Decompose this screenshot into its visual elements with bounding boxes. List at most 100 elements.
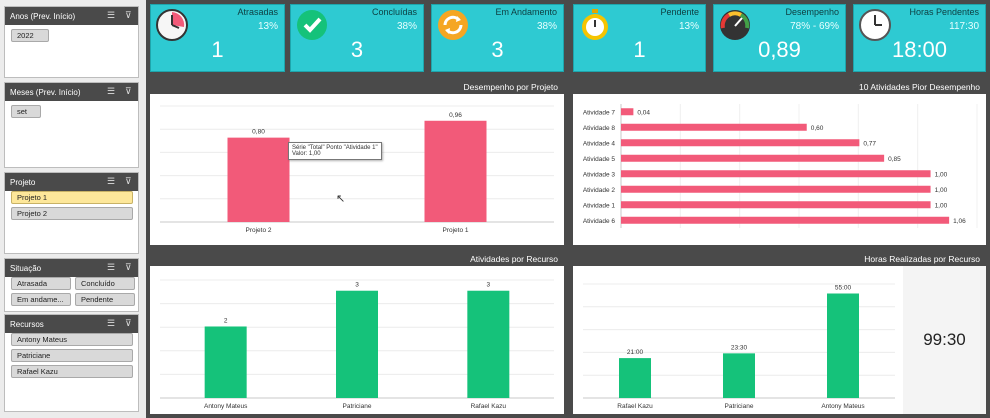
kpi-value: 1 xyxy=(633,37,646,62)
kpi-label: Horas Pendentes xyxy=(909,7,979,17)
slicer-recursos: Recursos ☰ ⊽ Antony Mateus Patriciane Rafa… xyxy=(4,314,139,412)
bar xyxy=(467,290,510,398)
slicer-title: Situação xyxy=(10,263,42,273)
gauge-icon xyxy=(720,10,750,40)
slicer-item[interactable]: Em andame... xyxy=(11,293,71,306)
panel-title: Desempenho por Projeto xyxy=(150,80,564,94)
multiselect-icon[interactable]: ☰ xyxy=(107,10,116,20)
slicer-item[interactable]: Projeto 2 xyxy=(11,207,133,220)
kpi-card-em-andamento: Em Andamento 38% 3 xyxy=(431,4,564,72)
panel-desempenho-projeto: Desempenho por Projeto 0,80 Projeto 2 0,96… xyxy=(150,80,564,245)
category-label: Atividade 1 xyxy=(583,202,616,209)
chart-tooltip: Série "Total" Ponto "Atividade 1" Valor: … xyxy=(288,142,382,160)
check-circle-icon xyxy=(297,10,327,40)
data-label: 0,77 xyxy=(863,140,876,147)
multiselect-icon[interactable]: ☰ xyxy=(107,86,116,96)
clock-icon xyxy=(859,9,891,41)
slicer-anos: Anos (Prev. Início) ☰ ⊽ 2022 xyxy=(4,6,139,78)
bar xyxy=(723,353,755,398)
clear-filter-icon[interactable]: ⊽ xyxy=(125,10,132,20)
slicer-item[interactable]: Rafael Kazu xyxy=(11,365,133,378)
bar xyxy=(619,358,651,398)
kpi-value: 3 xyxy=(350,37,364,62)
category-label: Atividade 5 xyxy=(583,156,616,163)
clear-filter-icon[interactable]: ⊽ xyxy=(125,318,132,328)
kpi-label: Desempenho xyxy=(785,7,839,17)
tooltip-series: Série "Total" Ponto "Atividade 1" xyxy=(292,145,378,151)
category-label: Patriciane xyxy=(725,403,754,410)
tooltip-value: Valor: 1,00 xyxy=(292,151,321,157)
panel-title: Horas Realizadas por Recurso xyxy=(573,252,986,266)
bar xyxy=(827,293,859,398)
multiselect-icon[interactable]: ☰ xyxy=(107,318,116,328)
category-label: Atividade 3 xyxy=(583,171,616,178)
kpi-card-atrasadas: Atrasadas 13% 1 xyxy=(150,4,285,72)
dashboard-main: Atrasadas 13% 1 Concluídas 38% 3 Em Anda… xyxy=(146,0,990,418)
slicer-item[interactable]: Atrasada xyxy=(11,277,71,290)
multiselect-icon[interactable]: ☰ xyxy=(107,176,116,186)
chart-atividades-recurso: 2 Antony Mateus 3 Patriciane 3 Rafael Kazu xyxy=(160,279,554,410)
kpi-card-pendente: Pendente 13% 1 xyxy=(573,4,706,72)
slicer-title: Anos (Prev. Início) xyxy=(10,11,76,21)
data-label: 55:00 xyxy=(835,285,852,292)
category-label: Projeto 2 xyxy=(245,227,271,234)
kpi-label: Concluídas xyxy=(371,7,417,17)
bar xyxy=(621,185,931,193)
slicer-title: Projeto xyxy=(10,177,36,187)
slicer-item[interactable]: Pendente xyxy=(75,293,135,306)
clear-filter-icon[interactable]: ⊽ xyxy=(125,86,132,96)
slicer-header: Anos (Prev. Início) ☰ ⊽ xyxy=(5,7,138,25)
data-label: 23:30 xyxy=(731,344,748,351)
refresh-icon xyxy=(438,10,468,40)
bar xyxy=(621,123,807,131)
filter-sidebar: Anos (Prev. Início) ☰ ⊽ 2022 Meses (Prev. … xyxy=(0,0,146,418)
bar xyxy=(227,137,290,222)
category-label: Atividade 6 xyxy=(583,218,616,225)
panel-title: 10 Atividades Pior Desempenho xyxy=(573,80,986,94)
slicer-item[interactable]: Antony Mateus xyxy=(11,333,133,346)
bar xyxy=(424,120,487,222)
slicer-title: Recursos xyxy=(10,319,44,329)
chart-piores-atividades: Atividade 7 0,04 Atividade 8 0,60 Atividade … xyxy=(583,104,978,228)
category-label: Atividade 4 xyxy=(583,140,616,147)
kpi-value: 18:00 xyxy=(891,37,948,62)
data-label: 1,06 xyxy=(953,218,966,225)
bar xyxy=(621,139,860,147)
panel-atividades-recurso: Atividades por Recurso 2 Antony Mateus 3 Pa… xyxy=(150,252,564,414)
bar xyxy=(621,108,634,116)
clear-filter-icon[interactable]: ⊽ xyxy=(125,262,132,272)
slicer-situacao: Situação ☰ ⊽ Atrasada Concluído Em andame.… xyxy=(4,258,139,312)
category-label: Antony Mateus xyxy=(821,403,865,410)
bar xyxy=(621,154,885,162)
kpi-value: 1 xyxy=(211,37,224,62)
bar xyxy=(621,201,931,209)
bar xyxy=(204,326,247,398)
kpi-percent: 13% xyxy=(678,21,699,32)
category-label: Projeto 1 xyxy=(442,227,468,234)
data-label: 1,00 xyxy=(935,171,948,178)
slicer-header: Situação ☰ ⊽ xyxy=(5,259,138,277)
slicer-title: Meses (Prev. Início) xyxy=(10,87,81,97)
data-label: 21:00 xyxy=(627,349,644,356)
slicer-item[interactable]: Patriciane xyxy=(11,349,133,362)
panel-horas-recurso: Horas Realizadas por Recurso 21:00 Rafael… xyxy=(573,252,986,414)
slicer-projeto: Projeto ☰ ⊽ Projeto 1 Projeto 2 xyxy=(4,172,139,254)
kpi-label: Atrasadas xyxy=(237,7,278,17)
category-label: Patriciane xyxy=(343,403,372,410)
chart-desempenho-projeto: 0,80 Projeto 2 0,96 Projeto 1 xyxy=(160,105,554,234)
slicer-item[interactable]: 2022 xyxy=(11,29,49,42)
kpi-card-desempenho: Desempenho 78% - 69% 0,89 xyxy=(713,4,846,72)
slicer-item[interactable]: Concluído xyxy=(75,277,135,290)
data-label: 0,96 xyxy=(449,112,462,119)
stopwatch-icon xyxy=(582,9,608,40)
mouse-cursor-icon: ↖ xyxy=(336,193,346,205)
panel-title: Atividades por Recurso xyxy=(150,252,564,266)
slicer-item[interactable]: set xyxy=(11,105,41,118)
multiselect-icon[interactable]: ☰ xyxy=(107,262,116,272)
chart-horas-recurso: 21:00 Rafael Kazu 23:30 Patriciane 55:00 Anto… xyxy=(583,283,895,410)
clear-filter-icon[interactable]: ⊽ xyxy=(125,176,132,186)
slicer-item[interactable]: Projeto 1 xyxy=(11,191,133,204)
category-label: Atividade 8 xyxy=(583,125,616,132)
data-label: 0,85 xyxy=(888,156,901,163)
bar xyxy=(621,170,931,178)
